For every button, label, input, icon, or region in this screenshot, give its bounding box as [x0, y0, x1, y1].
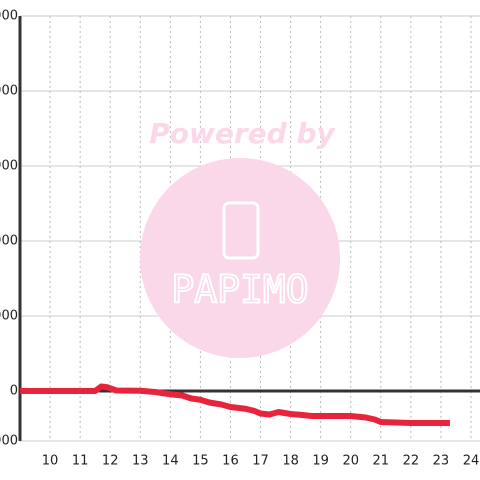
watermark-phone	[222, 201, 260, 260]
x-tick-label: 21	[373, 454, 390, 469]
x-tick-label: 15	[192, 454, 209, 469]
x-tick-label: 23	[433, 454, 450, 469]
watermark: Powered by PAPiMO	[140, 117, 340, 358]
data-line	[20, 383, 450, 426]
y-tick-label: 60,000	[0, 234, 18, 249]
x-tick-label: 18	[282, 454, 299, 469]
y-tick-label: 120,000	[0, 84, 18, 99]
x-tick-label: 16	[222, 454, 239, 469]
x-tick-label: 17	[252, 454, 269, 469]
x-tick-label: 14	[162, 454, 179, 469]
watermark-brand: PAPiMO	[171, 268, 308, 312]
x-tick-label: 20	[342, 454, 359, 469]
x-tick-label: 22	[403, 454, 420, 469]
x-tick-label: 10	[42, 454, 59, 469]
y-tick-label: -20,000	[0, 434, 18, 449]
x-tick-label: 11	[72, 454, 89, 469]
y-tick-label: 0	[10, 384, 18, 399]
x-tick-label: 19	[312, 454, 329, 469]
y-tick-label: 30,000	[0, 309, 18, 324]
x-tick-label: 13	[132, 454, 149, 469]
y-tick-label: 90,000	[0, 159, 18, 174]
watermark-title: Powered by	[149, 117, 336, 150]
x-tick-label: 12	[102, 454, 119, 469]
x-tick-label: 24	[463, 454, 480, 469]
y-tick-label: 150,000	[0, 9, 18, 24]
